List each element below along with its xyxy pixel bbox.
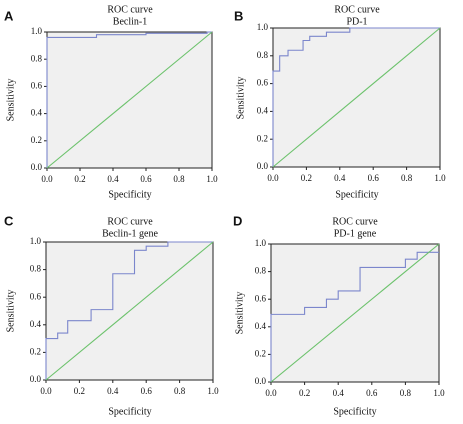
chart-title: ROC curve: [107, 216, 153, 227]
x-tick-label: 1.0: [206, 174, 218, 184]
y-axis-label: Sensitivity: [235, 77, 246, 120]
y-tick-label: 0.6: [255, 293, 267, 303]
roc-curve-line: [272, 27, 440, 167]
y-tick-label: 0.8: [30, 264, 42, 274]
x-axis-label: Specificity: [108, 406, 151, 417]
y-tick-label: 0.6: [257, 78, 269, 88]
y-tick-label: 0.2: [255, 348, 266, 358]
chart-title: ROC curve: [107, 4, 153, 15]
x-tick-label: 0.8: [174, 386, 186, 396]
chart-subtitle: Beclin-1 gene: [102, 228, 158, 239]
roc-curve-line: [270, 251, 439, 382]
chart-title: ROC curve: [334, 4, 380, 15]
y-axis-label: Sensitivity: [234, 292, 245, 335]
x-tick-label: 1.0: [434, 173, 446, 183]
panel-letter: B: [234, 8, 243, 23]
roc-curve-line: [45, 241, 213, 380]
x-tick-label: 1.0: [433, 388, 445, 398]
x-tick-label: 0.2: [74, 174, 85, 184]
reference-diagonal-line: [45, 241, 214, 381]
y-tick-label: 0.6: [30, 291, 42, 301]
x-tick-label: 0.6: [140, 174, 152, 184]
y-tick-label: 0.4: [255, 321, 267, 331]
y-tick-label: 0.0: [257, 161, 269, 171]
x-axis-label: Specificity: [108, 189, 151, 200]
panel-letter: D: [233, 213, 242, 228]
chart-title: ROC curve: [332, 216, 378, 227]
y-axis-label: Sensitivity: [5, 79, 16, 122]
x-tick-label: 0.4: [333, 388, 345, 398]
y-tick-label: 1.0: [30, 236, 42, 246]
y-tick-label: 0.8: [255, 266, 267, 276]
panel-letter: C: [4, 213, 14, 228]
x-tick-label: 0.0: [41, 174, 53, 184]
x-tick-label: 0.6: [141, 386, 153, 396]
y-tick-label: 0.8: [257, 50, 269, 60]
x-tick-label: 0.4: [334, 173, 346, 183]
y-tick-label: 1.0: [31, 26, 43, 36]
x-tick-label: 0.2: [299, 388, 310, 398]
chart-subtitle: Beclin-1: [113, 16, 147, 27]
x-tick-label: 0.8: [173, 174, 185, 184]
y-tick-label: 1.0: [255, 238, 267, 248]
reference-diagonal-line: [272, 27, 441, 168]
x-tick-label: 0.8: [401, 173, 413, 183]
x-tick-label: 0.8: [400, 388, 412, 398]
y-tick-label: 0.2: [31, 135, 42, 145]
x-axis-label: Specificity: [335, 189, 378, 200]
x-tick-label: 0.4: [107, 174, 119, 184]
reference-diagonal-line: [270, 243, 440, 383]
y-axis-label: Sensitivity: [5, 290, 16, 333]
chart-subtitle: PD-1 gene: [334, 228, 377, 239]
x-tick-label: 0.0: [265, 388, 277, 398]
panel-letter: A: [4, 8, 14, 23]
x-tick-label: 0.2: [74, 386, 85, 396]
y-tick-label: 0.4: [257, 105, 269, 115]
y-tick-label: 0.0: [255, 376, 267, 386]
y-tick-label: 0.6: [31, 80, 43, 90]
x-axis-label: Specificity: [333, 406, 376, 417]
chart-subtitle: PD-1: [346, 16, 367, 27]
y-tick-label: 0.2: [30, 346, 41, 356]
y-tick-label: 0.4: [31, 108, 43, 118]
y-tick-label: 0.2: [257, 133, 268, 143]
y-tick-label: 0.4: [30, 319, 42, 329]
reference-diagonal-line: [46, 31, 213, 169]
x-tick-label: 0.6: [366, 388, 378, 398]
y-tick-label: 0.0: [30, 374, 42, 384]
x-tick-label: 0.6: [368, 173, 380, 183]
y-tick-label: 1.0: [257, 22, 269, 32]
x-tick-label: 0.0: [40, 386, 52, 396]
roc-curve-line: [46, 31, 212, 168]
x-tick-label: 0.2: [301, 173, 312, 183]
y-tick-label: 0.0: [31, 162, 43, 172]
x-tick-label: 1.0: [207, 386, 219, 396]
x-tick-label: 0.4: [107, 386, 119, 396]
y-tick-label: 0.8: [31, 53, 43, 63]
x-tick-label: 0.0: [267, 173, 279, 183]
